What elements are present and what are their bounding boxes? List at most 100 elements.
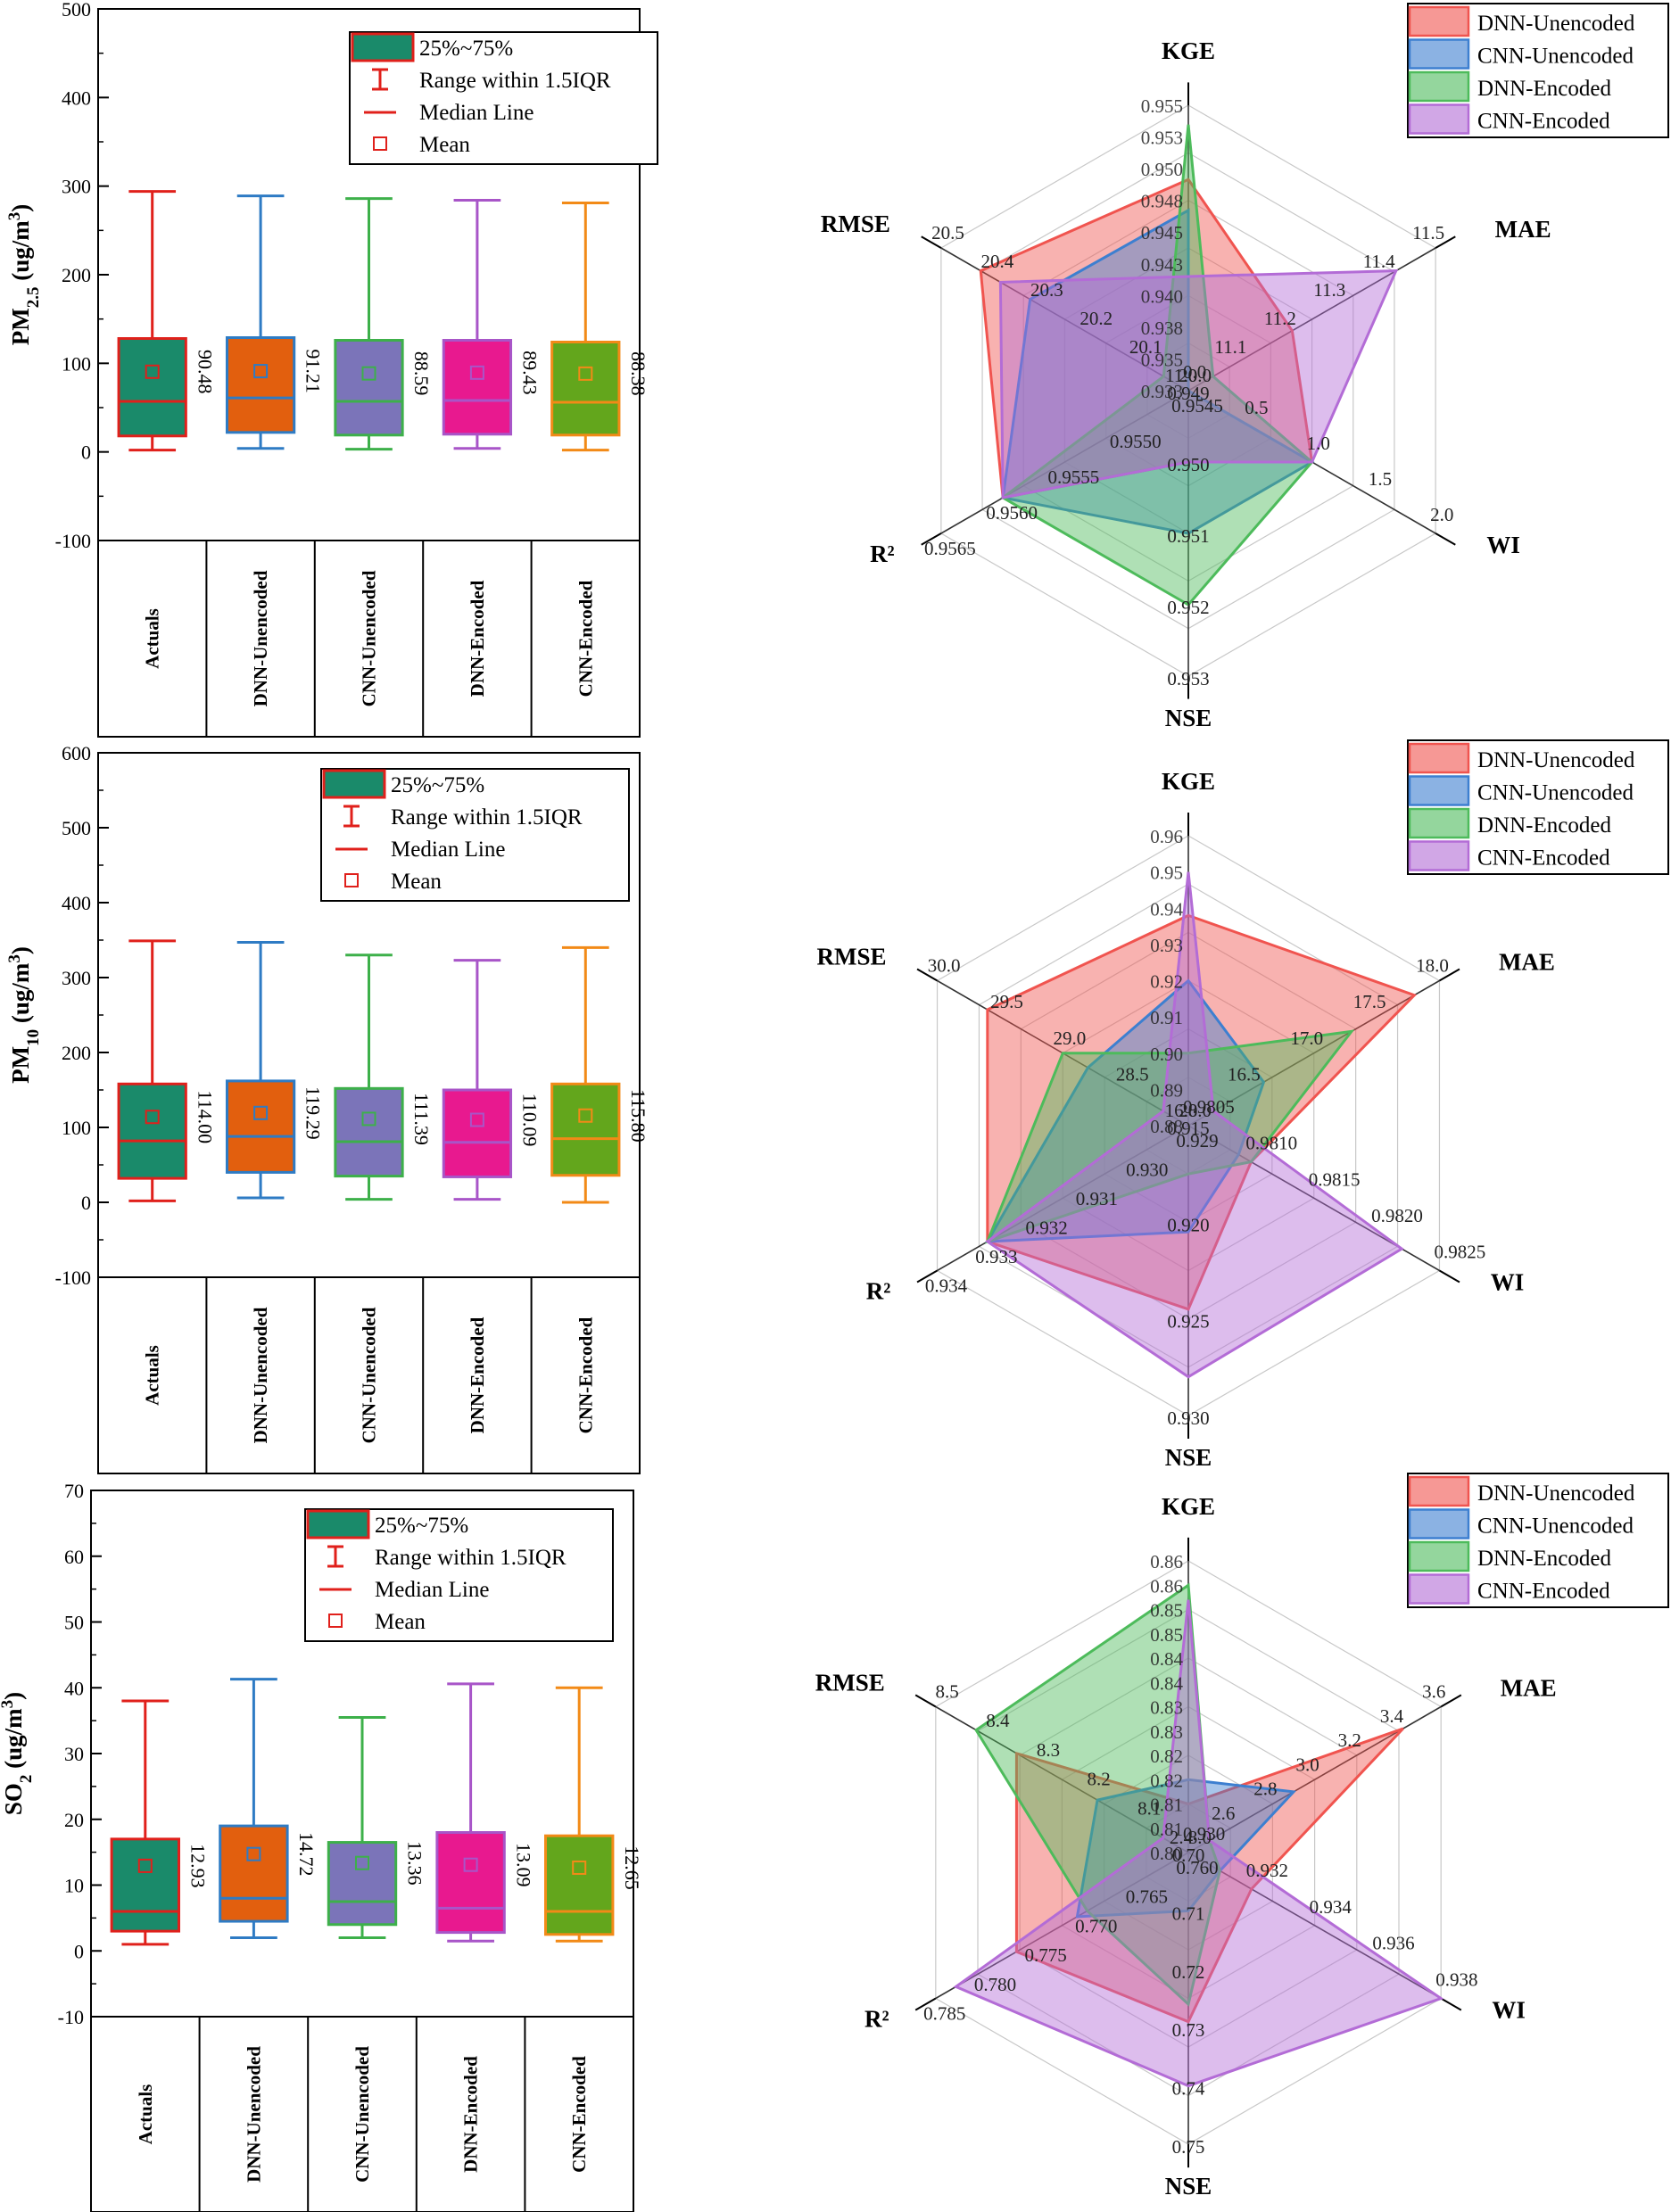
radar-axis-name-5: RMSE bbox=[821, 210, 890, 237]
box-cnn-unencoded: 13.36 CNN-Unencoded bbox=[327, 1715, 426, 2183]
radar-tick-label: 11.5 bbox=[1412, 222, 1444, 243]
legend-label: DNN-Encoded bbox=[1477, 77, 1611, 101]
radar-tick-label: 0.85 bbox=[1150, 1624, 1183, 1646]
category-label: DNN-Unencoded bbox=[243, 2046, 264, 2183]
y-tick-label: 50 bbox=[64, 1612, 84, 1634]
mean-marker bbox=[137, 1858, 153, 1873]
y-tick-label: 20 bbox=[64, 1809, 84, 1831]
mean-marker bbox=[361, 366, 376, 381]
radar-tick-label: 0.5 bbox=[1245, 397, 1268, 418]
radar-tick-label: 0.933 bbox=[975, 1246, 1017, 1267]
radar-tick-label: 0.948 bbox=[1141, 191, 1183, 212]
radar-tick-label: 0.9565 bbox=[924, 538, 976, 559]
radar-tick-label: 0.775 bbox=[1024, 1944, 1066, 1966]
radar-axis-name-1: MAE bbox=[1495, 216, 1551, 243]
iqr-box bbox=[334, 339, 404, 437]
radar-tick-label: 0.90 bbox=[1150, 1044, 1183, 1065]
radar-tick-label: 16.0 bbox=[1165, 1100, 1198, 1121]
radar-tick-label: 3.4 bbox=[1380, 1705, 1404, 1727]
iqr-box bbox=[550, 340, 621, 437]
radar-tick-label: 11.4 bbox=[1363, 251, 1395, 272]
y-axis-label-part: PM bbox=[7, 308, 34, 345]
legend-mean-marker bbox=[344, 873, 359, 887]
radar-tick-label: 0.920 bbox=[1167, 1214, 1209, 1235]
mean-label: 114.00 bbox=[194, 1090, 216, 1143]
radar-axis-end bbox=[921, 235, 942, 249]
legend-label: DNN-Encoded bbox=[1477, 1547, 1611, 1571]
category-label: CNN-Unencoded bbox=[359, 1307, 380, 1443]
radar-axis-end bbox=[914, 1997, 937, 2011]
y-axis-label-part: 2 bbox=[17, 1775, 36, 1784]
legend-swatch-iqr bbox=[322, 769, 386, 799]
y-axis-label-part: SO bbox=[0, 1783, 27, 1815]
legend-label: Mean bbox=[419, 133, 470, 157]
radar-tick-label: 0.9545 bbox=[1171, 395, 1223, 417]
radar-tick-label: 0.938 bbox=[1435, 1969, 1477, 1991]
y-tick-label: -100 bbox=[55, 1267, 91, 1289]
iqr-box bbox=[435, 1831, 506, 1935]
radar-axis-name-4: R² bbox=[864, 2006, 889, 2033]
radar-legend: DNN-Unencoded CNN-Unencoded DNN-Encoded CNN… bbox=[1407, 3, 1669, 138]
legend-label: CNN-Unencoded bbox=[1477, 781, 1634, 805]
radar-tick-label: 11.1 bbox=[1214, 336, 1246, 358]
mean-marker bbox=[361, 1111, 376, 1127]
radar-tick-label: 11.2 bbox=[1264, 308, 1296, 329]
radar-axis-name-1: MAE bbox=[1501, 1675, 1557, 1702]
legend-label: CNN-Unencoded bbox=[1477, 45, 1634, 69]
radar-tick-label: 0.81 bbox=[1150, 1795, 1183, 1816]
radar-tick-label: 0.9555 bbox=[1048, 466, 1100, 488]
radar-tick-label: 0.780 bbox=[974, 1974, 1016, 1995]
radar-tick-label: 16.5 bbox=[1228, 1063, 1261, 1085]
category-label: DNN-Encoded bbox=[467, 580, 488, 697]
radar-tick-label: 18.0 bbox=[1416, 955, 1449, 977]
radar-tick-label: 8.5 bbox=[936, 1681, 959, 1703]
radar-tick-label: 0.9825 bbox=[1434, 1242, 1485, 1263]
radar-series-cnn-encoded bbox=[998, 269, 1399, 499]
radar-tick-label: 30.0 bbox=[928, 955, 961, 977]
radar-tick-label: 0.93 bbox=[1150, 935, 1183, 956]
mean-label: 111.39 bbox=[410, 1093, 433, 1145]
y-tick-label: 70 bbox=[64, 1480, 84, 1502]
iqr-box bbox=[544, 1834, 615, 1936]
radar-tick-label: 0.9815 bbox=[1309, 1168, 1361, 1190]
radar-tick-label: 0.760 bbox=[1176, 1857, 1218, 1878]
radar-tick-label: 17.5 bbox=[1353, 991, 1386, 1012]
radar-axis-line bbox=[935, 1852, 1189, 2000]
mean-label: 115.80 bbox=[627, 1089, 649, 1143]
radar-tick-label: 8.3 bbox=[1037, 1739, 1060, 1761]
box-actuals: 90.48 Actuals bbox=[117, 190, 216, 669]
y-axis-label-part: ) bbox=[7, 946, 34, 954]
radar-tick-label: 28.0 bbox=[1179, 1100, 1212, 1121]
radar-tick-label: 0.770 bbox=[1075, 1915, 1117, 1936]
y-tick-label: 60 bbox=[64, 1546, 84, 1568]
radar-panel-1: 0.96 0.95 0.94 0.93 0.92 0.91 0.90 0.89 0.88 18.0… bbox=[817, 739, 1669, 1471]
radar-tick-label: 0.930 bbox=[1167, 1407, 1209, 1429]
y-tick-label: 500 bbox=[62, 0, 91, 21]
y-tick-label: 200 bbox=[62, 264, 91, 286]
iqr-box bbox=[110, 1837, 180, 1933]
legend-label: Mean bbox=[391, 870, 442, 894]
radar-series-dnn-unencoded bbox=[1014, 1727, 1404, 2024]
radar-axis-name-2: WI bbox=[1492, 1997, 1526, 2024]
box-cnn-encoded: 115.80 CNN-Encoded bbox=[550, 945, 649, 1433]
mean-label: 12.93 bbox=[186, 1844, 209, 1888]
radar-axis-line bbox=[940, 247, 1189, 392]
radar-axis-name-2: WI bbox=[1491, 1269, 1525, 1296]
mean-marker bbox=[578, 1108, 593, 1123]
y-tick-label: 300 bbox=[62, 176, 91, 198]
radar-axis-end bbox=[1438, 1269, 1460, 1283]
y-tick-label: 400 bbox=[62, 87, 91, 109]
iqr-box bbox=[225, 336, 296, 434]
mean-marker bbox=[145, 364, 160, 379]
radar-series-cnn-encoded bbox=[953, 1599, 1444, 2088]
radar-tick-label: 0.929 bbox=[1176, 1130, 1218, 1151]
radar-tick-label: 8.2 bbox=[1087, 1769, 1110, 1790]
legend-label: DNN-Unencoded bbox=[1477, 748, 1635, 772]
radar-axis-name-4: R² bbox=[870, 541, 895, 567]
y-tick-label: 0 bbox=[81, 1192, 91, 1214]
radar-tick-label: 20.4 bbox=[981, 251, 1014, 272]
radar-tick-label: 11.0 bbox=[1165, 365, 1197, 386]
box-panel-1: -100 0 100 200 300 400 500 600 PM10 (ug/m3) 114.0… bbox=[5, 742, 649, 1474]
radar-tick-label: 0.936 bbox=[1372, 1933, 1414, 1954]
legend-mean-marker bbox=[373, 136, 387, 151]
